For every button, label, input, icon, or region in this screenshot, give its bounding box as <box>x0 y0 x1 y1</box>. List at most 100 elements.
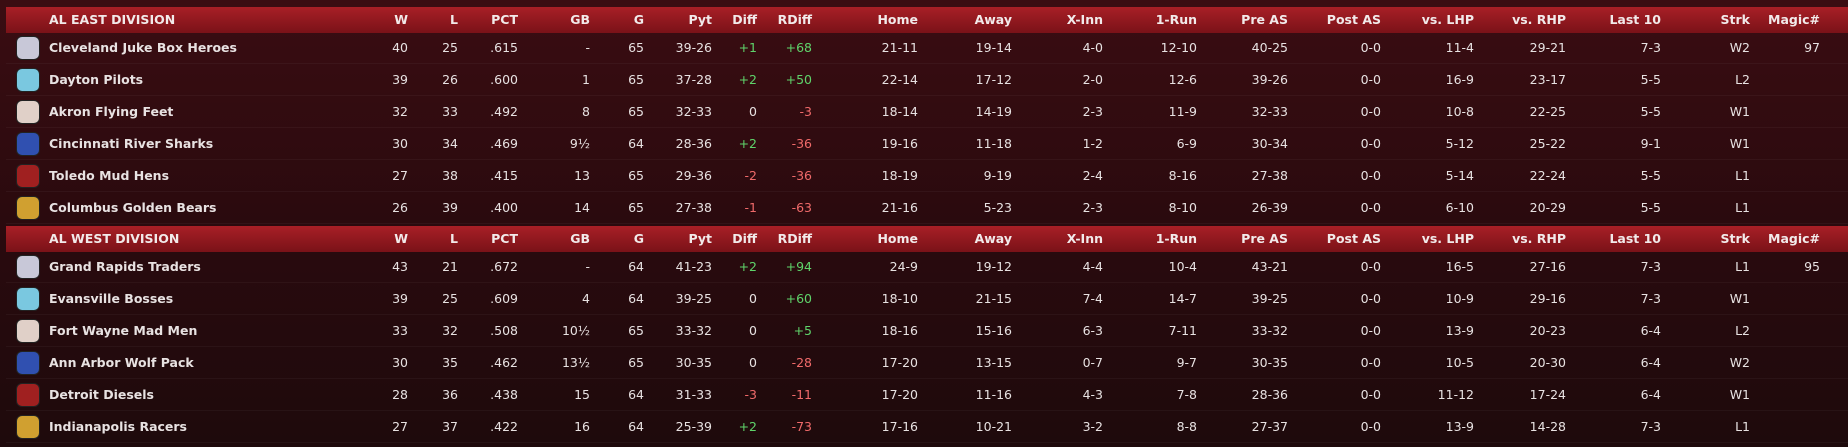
team-stat: 40 <box>392 40 408 55</box>
column-header: W <box>394 231 408 246</box>
team-logo <box>16 100 40 124</box>
team-stat: 65 <box>628 168 644 183</box>
team-stat: 2-3 <box>1082 200 1103 215</box>
team-stat: 65 <box>628 72 644 87</box>
team-stat: 95 <box>1804 259 1820 274</box>
team-stat: 20-29 <box>1529 200 1566 215</box>
team-stat: -11 <box>791 387 812 402</box>
team-stat: -73 <box>791 419 812 434</box>
team-stat: 29-21 <box>1529 40 1566 55</box>
team-stat: 2-0 <box>1082 72 1103 87</box>
team-logo <box>16 351 40 375</box>
team-name: Ann Arbor Wolf Pack <box>49 355 194 370</box>
team-stat: 0-0 <box>1360 419 1381 434</box>
team-stat: - <box>585 259 590 274</box>
team-stat: 16 <box>574 419 590 434</box>
team-stat: 0 <box>749 355 757 370</box>
team-stat: 65 <box>628 200 644 215</box>
team-stat: 5-23 <box>983 200 1012 215</box>
team-stat: 7-3 <box>1640 259 1661 274</box>
team-stat: 33-32 <box>1251 323 1288 338</box>
team-stat: 13-9 <box>1445 323 1474 338</box>
team-stat: 27-37 <box>1251 419 1288 434</box>
team-name: Cleveland Juke Box Heroes <box>49 40 237 55</box>
team-stat: 16-5 <box>1445 259 1474 274</box>
team-stat: 6-10 <box>1445 200 1474 215</box>
team-stat: 39 <box>392 291 408 306</box>
team-logo <box>16 415 40 439</box>
team-stat: 2-3 <box>1082 104 1103 119</box>
team-stat: +5 <box>793 323 812 338</box>
team-row <box>6 315 1848 347</box>
team-stat: 33 <box>392 323 408 338</box>
team-stat: 19-16 <box>881 136 918 151</box>
column-header: X-Inn <box>1066 231 1103 246</box>
team-stat: 21 <box>442 259 458 274</box>
team-stat: 23-17 <box>1529 72 1566 87</box>
team-stat: -28 <box>791 355 812 370</box>
team-stat: 25-22 <box>1529 136 1566 151</box>
column-header: L <box>450 12 458 27</box>
column-header: 1-Run <box>1155 12 1197 27</box>
team-stat: -1 <box>744 200 757 215</box>
team-stat: .508 <box>490 323 518 338</box>
team-stat: 22-14 <box>881 72 918 87</box>
team-stat: 4-4 <box>1082 259 1103 274</box>
team-stat: 34 <box>442 136 458 151</box>
team-stat: 9-1 <box>1640 136 1661 151</box>
team-logo <box>16 383 40 407</box>
team-stat: 21-16 <box>881 200 918 215</box>
team-stat: 1-2 <box>1082 136 1103 151</box>
division-header <box>6 7 1848 33</box>
team-stat: 12-6 <box>1168 72 1197 87</box>
column-header: Magic# <box>1768 231 1820 246</box>
team-stat: 13½ <box>561 355 590 370</box>
team-stat: 5-5 <box>1640 104 1661 119</box>
team-stat: 26 <box>442 72 458 87</box>
column-header: 1-Run <box>1155 231 1197 246</box>
team-stat: 8-10 <box>1168 200 1197 215</box>
team-stat: 26-39 <box>1251 200 1288 215</box>
team-stat: 10-9 <box>1445 291 1474 306</box>
team-stat: 0 <box>749 323 757 338</box>
column-header: Last 10 <box>1609 231 1661 246</box>
team-stat: 29-16 <box>1529 291 1566 306</box>
team-stat: L1 <box>1735 168 1750 183</box>
team-stat: 32 <box>442 323 458 338</box>
team-stat: -36 <box>791 136 812 151</box>
team-row <box>6 411 1848 443</box>
team-stat: .422 <box>490 419 518 434</box>
team-stat: 5-14 <box>1445 168 1474 183</box>
team-stat: .400 <box>490 200 518 215</box>
team-stat: 16-9 <box>1445 72 1474 87</box>
team-stat: 11-4 <box>1445 40 1474 55</box>
team-stat: 5-5 <box>1640 72 1661 87</box>
team-stat: +50 <box>785 72 812 87</box>
team-stat: 27-38 <box>1251 168 1288 183</box>
team-stat: 35 <box>442 355 458 370</box>
column-header: GB <box>570 12 590 27</box>
team-stat: L2 <box>1735 323 1750 338</box>
team-stat: 0-0 <box>1360 291 1381 306</box>
team-stat: 14 <box>574 200 590 215</box>
team-stat: 10-5 <box>1445 355 1474 370</box>
team-stat: .438 <box>490 387 518 402</box>
team-stat: 19-14 <box>975 40 1012 55</box>
division-name: AL EAST DIVISION <box>49 12 176 27</box>
team-stat: 19-12 <box>975 259 1012 274</box>
column-header: Post AS <box>1326 231 1381 246</box>
team-stat: 18-14 <box>881 104 918 119</box>
column-header: vs. LHP <box>1421 231 1474 246</box>
column-header: Post AS <box>1326 12 1381 27</box>
team-stat: .415 <box>490 168 518 183</box>
team-stat: 30-35 <box>675 355 712 370</box>
column-header: L <box>450 231 458 246</box>
team-stat: .600 <box>490 72 518 87</box>
team-stat: 64 <box>628 136 644 151</box>
team-stat: 13-15 <box>975 355 1012 370</box>
team-stat: 39-25 <box>1251 291 1288 306</box>
team-stat: 22-25 <box>1529 104 1566 119</box>
team-stat: .492 <box>490 104 518 119</box>
team-stat: 40-25 <box>1251 40 1288 55</box>
